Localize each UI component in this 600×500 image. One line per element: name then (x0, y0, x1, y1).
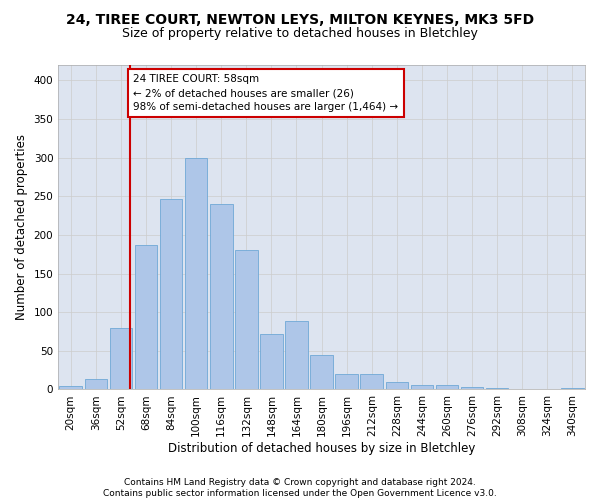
Bar (285, 320, 308, 390)
Y-axis label: Number of detached properties: Number of detached properties (15, 134, 28, 320)
Bar (436, 385, 458, 390)
Bar (260, 334, 283, 390)
Bar (486, 388, 508, 390)
Bar (235, 250, 257, 390)
Bar (59, 386, 82, 390)
Bar (386, 382, 408, 390)
Text: 24, TIREE COURT, NEWTON LEYS, MILTON KEYNES, MK3 5FD: 24, TIREE COURT, NEWTON LEYS, MILTON KEY… (66, 12, 534, 26)
Bar (110, 328, 132, 390)
Bar (134, 245, 157, 390)
X-axis label: Distribution of detached houses by size in Bletchley: Distribution of detached houses by size … (168, 442, 475, 455)
Bar (310, 356, 333, 390)
Bar (461, 387, 484, 390)
Bar (185, 158, 208, 390)
Bar (335, 374, 358, 390)
Bar (361, 374, 383, 390)
Bar (410, 385, 433, 390)
Bar (561, 388, 584, 390)
Text: 24 TIREE COURT: 58sqm
← 2% of detached houses are smaller (26)
98% of semi-detac: 24 TIREE COURT: 58sqm ← 2% of detached h… (133, 74, 398, 112)
Text: Size of property relative to detached houses in Bletchley: Size of property relative to detached ho… (122, 28, 478, 40)
Bar (160, 200, 182, 390)
Bar (210, 204, 233, 390)
Bar (85, 380, 107, 390)
Text: Contains HM Land Registry data © Crown copyright and database right 2024.
Contai: Contains HM Land Registry data © Crown c… (103, 478, 497, 498)
